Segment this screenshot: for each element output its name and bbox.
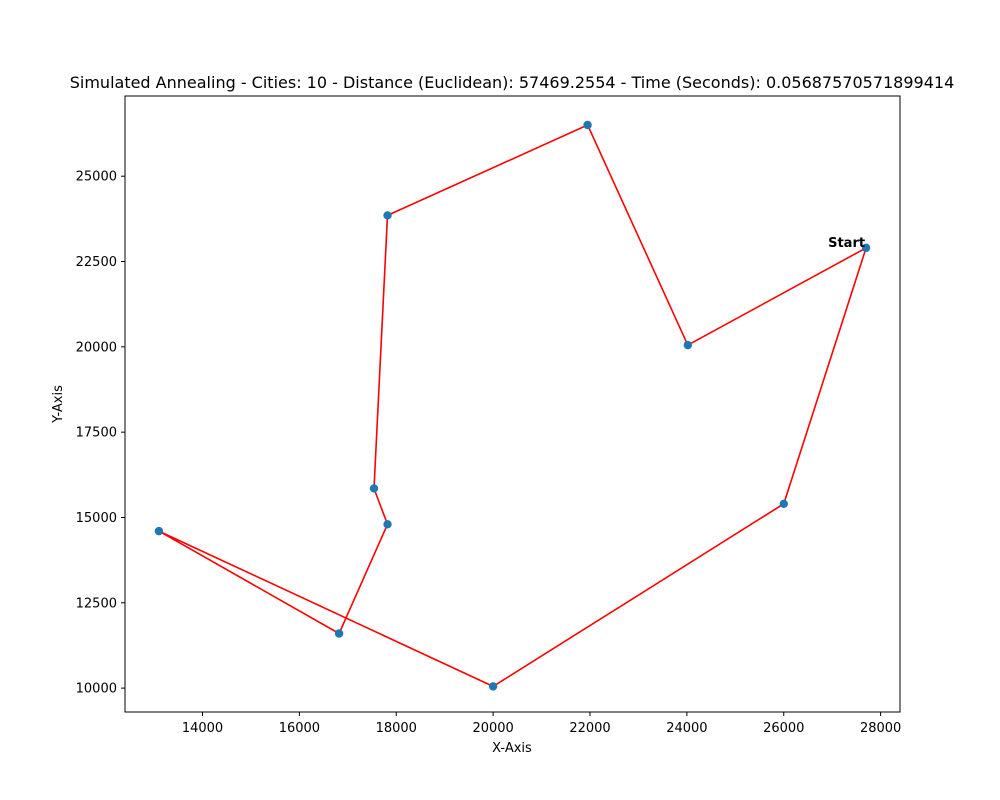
city-point xyxy=(861,243,871,253)
y-tick-label: 22500 xyxy=(76,255,117,270)
y-tick-label: 25000 xyxy=(76,170,117,185)
start-annotation: Start xyxy=(828,236,865,251)
x-tick-label: 28000 xyxy=(860,721,901,736)
x-axis: 14000 16000 18000 20000 22000 24000 26000 28000 xyxy=(182,712,901,736)
y-axis: 10000 12500 15000 17500 20000 22500 25000 xyxy=(76,170,125,697)
x-tick-label: 26000 xyxy=(763,721,804,736)
x-tick-label: 14000 xyxy=(182,721,223,736)
x-tick-label: 18000 xyxy=(376,721,417,736)
x-tick-label: 22000 xyxy=(569,721,610,736)
y-tick-label: 12500 xyxy=(76,596,117,611)
x-tick-label: 24000 xyxy=(666,721,707,736)
city-point xyxy=(583,120,592,130)
plot-area: Start xyxy=(154,120,871,691)
city-point xyxy=(369,484,379,493)
city-point xyxy=(779,499,788,509)
city-point xyxy=(154,526,164,536)
city-point xyxy=(334,629,344,638)
y-axis-label: Y-Axis xyxy=(51,385,66,424)
x-tick-label: 16000 xyxy=(279,721,320,736)
city-point xyxy=(683,340,693,350)
y-tick-label: 17500 xyxy=(76,426,117,441)
x-tick-label: 20000 xyxy=(472,721,513,736)
plot-frame xyxy=(124,95,901,713)
y-tick-label: 20000 xyxy=(76,340,117,355)
y-tick-label: 10000 xyxy=(76,682,117,697)
city-point xyxy=(488,682,498,691)
city-point xyxy=(383,520,392,529)
x-axis-label: X-Axis xyxy=(492,741,532,756)
chart-title: Simulated Annealing - Cities: 10 - Dista… xyxy=(70,73,955,92)
city-point xyxy=(383,211,392,220)
y-tick-label: 15000 xyxy=(76,511,117,526)
